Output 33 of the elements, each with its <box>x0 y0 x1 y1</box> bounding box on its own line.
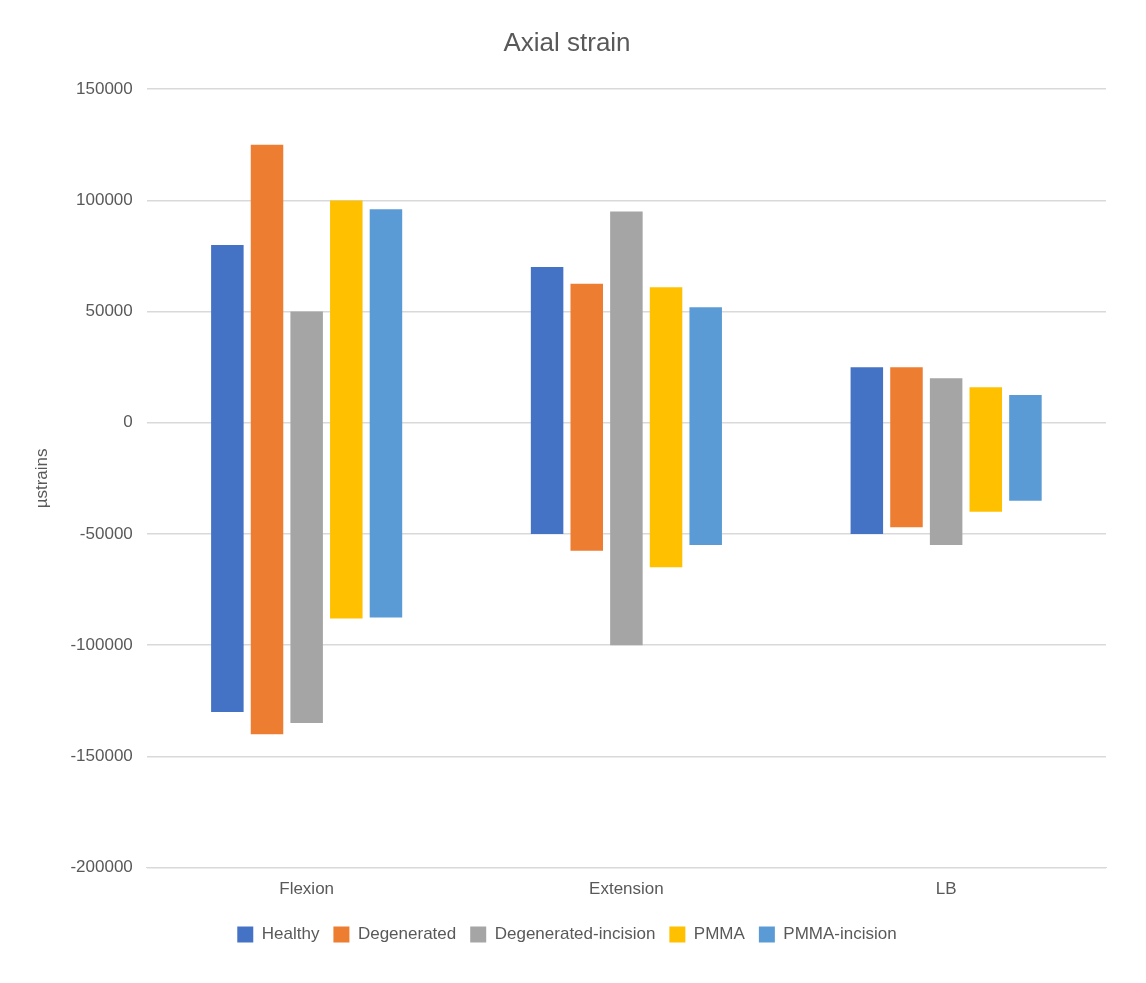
bar <box>689 307 722 546</box>
legend-label: Degenerated <box>357 924 457 944</box>
y-axis-title: µstrains <box>31 448 51 509</box>
bar <box>530 267 564 534</box>
y-tick-label: 150000 <box>76 78 133 98</box>
x-tick-label: Flexion <box>279 879 335 899</box>
y-tick-label: 50000 <box>85 301 133 321</box>
y-tick-label: -200000 <box>70 857 133 877</box>
bar <box>290 311 323 724</box>
chart-title: Axial strain <box>503 26 631 57</box>
bar <box>850 367 884 534</box>
y-tick-label: -50000 <box>79 523 133 543</box>
bar <box>211 244 244 712</box>
y-tick-label: 0 <box>123 412 133 432</box>
y-tick-label: 100000 <box>76 190 133 210</box>
bar <box>1009 395 1042 501</box>
bar <box>610 211 643 646</box>
bar <box>330 200 363 619</box>
legend-label: PMMA <box>693 924 746 944</box>
legend-label: PMMA-incision <box>783 924 897 944</box>
y-tick-label: -100000 <box>70 634 133 654</box>
bar <box>250 144 284 735</box>
x-tick-label: Extension <box>589 879 664 899</box>
bar <box>570 283 603 551</box>
bar <box>929 378 963 546</box>
bar <box>649 287 683 568</box>
y-tick-label: -150000 <box>70 746 133 766</box>
bar <box>969 387 1003 512</box>
legend-label: Healthy <box>261 924 320 944</box>
bar <box>890 367 923 528</box>
x-tick-label: LB <box>935 879 957 899</box>
bar <box>369 209 403 618</box>
legend-label: Degenerated-incision <box>494 924 656 944</box>
